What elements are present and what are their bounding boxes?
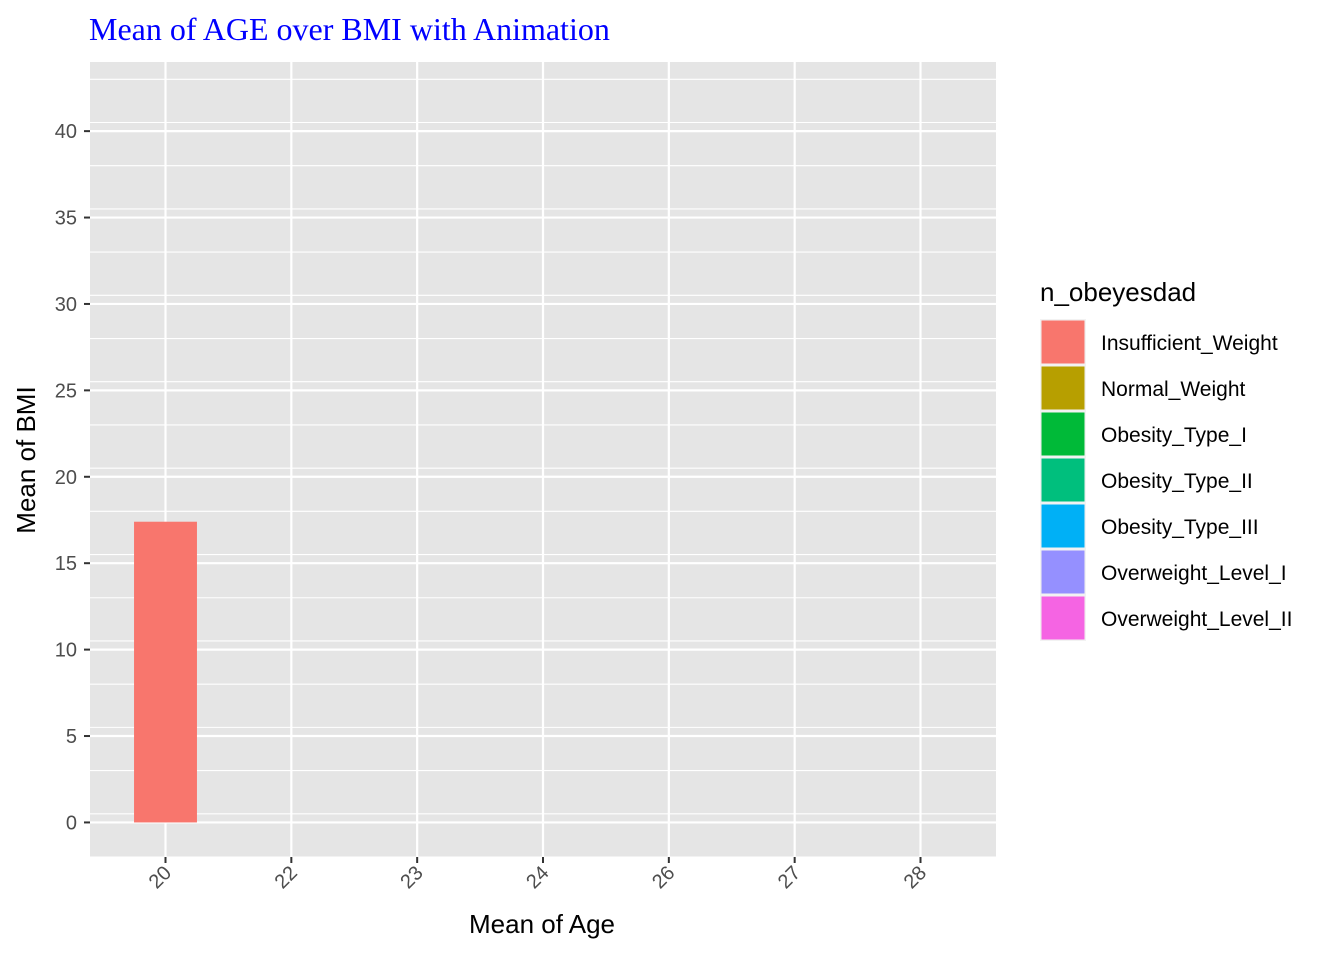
chart-title: Mean of AGE over BMI with Animation bbox=[89, 11, 610, 47]
y-tick-label: 35 bbox=[55, 208, 77, 230]
legend-swatch bbox=[1041, 504, 1085, 548]
x-tick-label: 20 bbox=[145, 862, 176, 893]
legend-swatch bbox=[1041, 412, 1085, 456]
legend-label: Obesity_Type_II bbox=[1101, 470, 1253, 493]
legend-swatch bbox=[1041, 596, 1085, 640]
y-tick-label: 15 bbox=[55, 553, 77, 575]
x-axis-title: Mean of Age bbox=[469, 909, 615, 939]
legend-label: Obesity_Type_III bbox=[1101, 516, 1259, 539]
legend-label: Overweight_Level_II bbox=[1101, 608, 1292, 631]
bar-Insufficient_Weight bbox=[134, 521, 197, 823]
x-tick-label: 22 bbox=[271, 862, 302, 893]
legend-label: Insufficient_Weight bbox=[1101, 332, 1278, 355]
legend-label: Overweight_Level_I bbox=[1101, 562, 1287, 585]
y-axis-title: Mean of BMI bbox=[11, 386, 41, 533]
x-tick-label: 27 bbox=[774, 862, 805, 893]
legend-label: Normal_Weight bbox=[1101, 378, 1245, 401]
y-tick-label: 25 bbox=[55, 380, 77, 402]
legend-title: n_obeyesdad bbox=[1040, 277, 1196, 307]
plot-area: 0 5 10 15 20 25 30 35 40 20 22 23 24 26 27 28 bbox=[55, 62, 996, 893]
legend: n_obeyesdad Insufficient_Weight Normal_We… bbox=[1040, 277, 1292, 641]
legend-swatch bbox=[1041, 366, 1085, 410]
x-tick-label: 26 bbox=[648, 862, 679, 893]
x-tick-label: 28 bbox=[900, 862, 931, 893]
y-tick-label: 10 bbox=[55, 640, 77, 662]
legend-swatch bbox=[1041, 320, 1085, 364]
y-tick-label: 30 bbox=[55, 294, 77, 316]
y-tick-label: 20 bbox=[55, 467, 77, 489]
y-tick-label: 0 bbox=[66, 812, 77, 834]
y-tick-label: 5 bbox=[66, 726, 77, 748]
legend-label: Obesity_Type_I bbox=[1101, 424, 1247, 447]
legend-swatch bbox=[1041, 458, 1085, 502]
x-tick-label: 23 bbox=[396, 862, 427, 893]
x-tick-label: 24 bbox=[522, 862, 553, 893]
y-tick-label: 40 bbox=[55, 121, 77, 143]
legend-swatch bbox=[1041, 550, 1085, 594]
